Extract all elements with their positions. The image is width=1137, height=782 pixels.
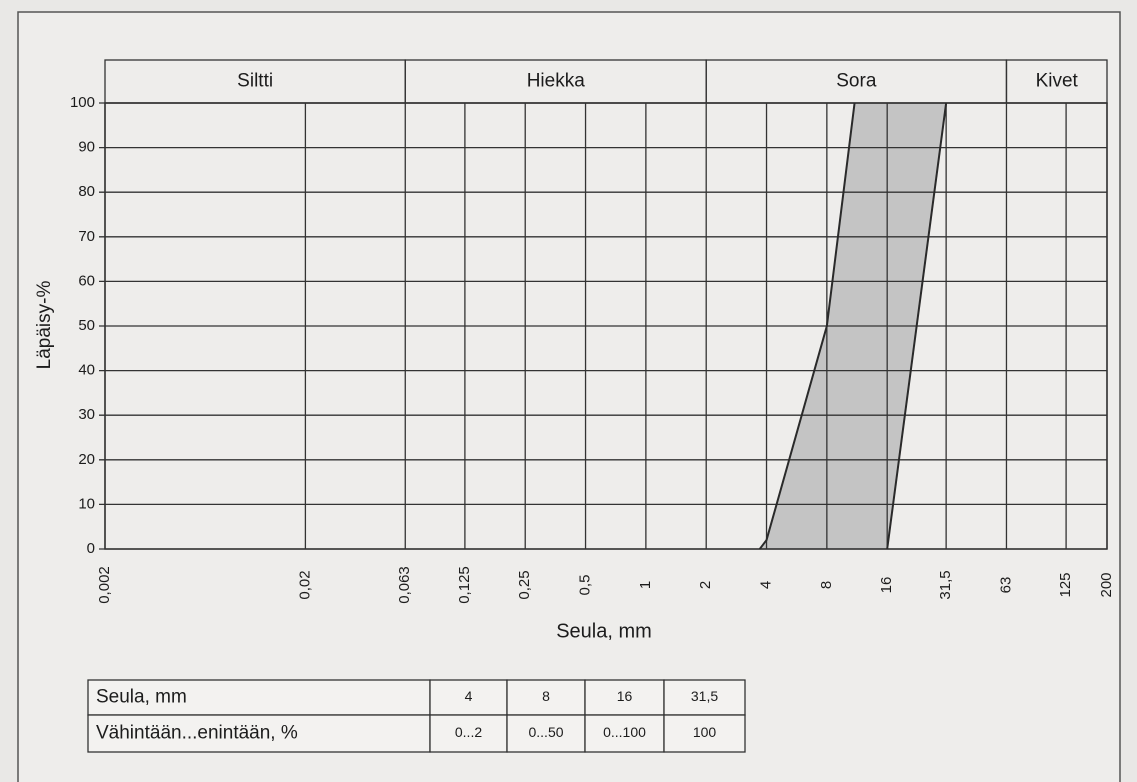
table-cell [663,714,746,753]
table-value: 100 [693,724,717,740]
zone-label: Siltti [237,71,273,92]
table-cell [506,714,586,753]
x-tick-label: 2 [697,581,714,589]
y-tick-label: 100 [70,94,95,111]
plot-frame [104,102,1108,550]
y-tick-label: 30 [78,406,95,423]
y-tick-label: 0 [87,540,95,557]
table-cell [584,679,665,716]
x-tick-label: 0,125 [456,566,473,604]
y-tick-label: 10 [78,495,95,512]
y-axis-label: Läpäisy-% [34,281,55,370]
y-tick-label: 90 [78,139,95,156]
table-cell [584,714,665,753]
x-tick-label: 31,5 [937,570,954,599]
y-tick-label: 70 [78,228,95,245]
table-header: Seula, mm [96,687,187,708]
x-tick-label: 0,02 [296,570,313,599]
table-cell [429,714,508,753]
zone-label: Hiekka [527,71,586,92]
x-tick-label: 4 [757,581,774,589]
y-tick-label: 80 [78,183,95,200]
zone-label: Kivet [1036,71,1079,92]
x-axis-label: Seula, mm [556,620,652,642]
table-header: Vähintään...enintään, % [96,723,298,744]
table-cell [87,679,431,716]
y-tick-label: 60 [78,272,95,289]
y-tick-label: 20 [78,451,95,468]
x-tick-label: 200 [1098,572,1115,597]
table-value: 0...50 [528,724,563,740]
x-tick-label: 0,25 [516,570,533,599]
table-value: 4 [465,688,473,704]
table-cell [506,679,586,716]
x-tick-label: 16 [878,577,895,594]
grading-limit [886,102,948,550]
x-tick-label: 8 [818,581,835,589]
y-tick-label: 40 [78,362,95,379]
table-value: 0...2 [455,724,482,740]
x-tick-label: 125 [1057,572,1074,597]
x-tick-label: 0,063 [396,566,413,604]
table-value: 8 [542,688,550,704]
table-cell [87,714,431,753]
table-value: 31,5 [691,688,718,704]
x-tick-label: 63 [997,577,1014,594]
x-tick-label: 0,5 [577,575,594,596]
x-tick-label: 1 [637,581,654,589]
zone-label: Sora [836,71,877,92]
y-tick-label: 50 [78,317,95,334]
grading-limit [758,102,856,550]
frame [17,11,1121,782]
x-tick-label: 0,002 [96,566,113,604]
table-value: 0...100 [603,724,646,740]
table-value: 16 [617,688,633,704]
